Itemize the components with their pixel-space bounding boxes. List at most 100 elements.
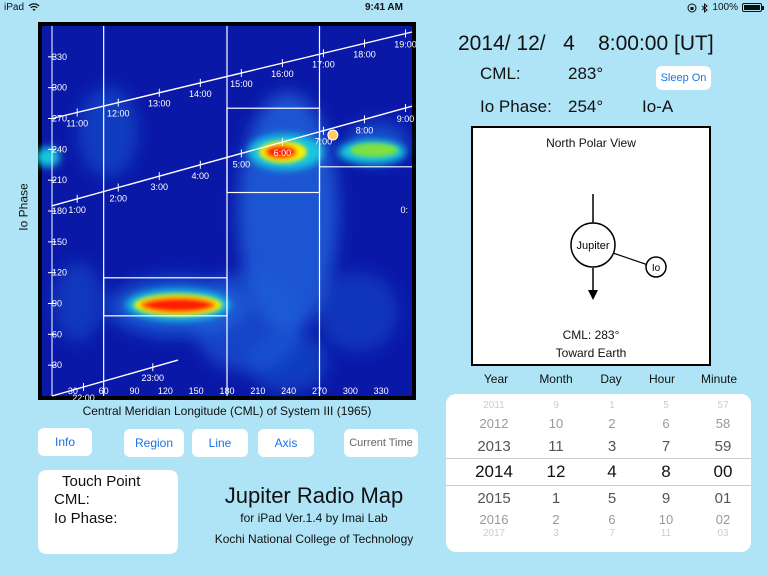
io-phase-value: 254° [568, 97, 604, 116]
picker-value[interactable]: 2017 [482, 528, 506, 539]
time-track-label: 13:00 [148, 99, 171, 109]
axis-button[interactable]: Axis [258, 429, 314, 457]
picker-value[interactable]: 12 [546, 462, 566, 481]
polar-diagram: Jupiter Io [570, 194, 667, 300]
info-button[interactable]: Info [38, 428, 92, 456]
io-label: Io [652, 263, 661, 274]
picker-value[interactable]: 2013 [477, 438, 511, 455]
map-y-tick-label: 210 [52, 175, 67, 185]
device-name: iPad [4, 2, 25, 13]
map-y-tick-label: 330 [52, 52, 67, 62]
map-y-tick-label: 90 [52, 299, 62, 309]
io-phase-label: Io Phase: [480, 97, 552, 116]
line-button[interactable]: Line [192, 429, 248, 457]
picker-value[interactable]: 02 [715, 512, 731, 527]
picker-value[interactable]: 6 [662, 416, 670, 431]
picker-value[interactable]: 3 [553, 528, 559, 539]
picker-value[interactable]: 2015 [477, 490, 511, 507]
picker-value[interactable]: 10 [548, 416, 564, 431]
map-y-tick-label: 150 [52, 237, 67, 247]
picker-value[interactable]: 9 [661, 490, 671, 507]
picker-value[interactable]: 59 [714, 438, 732, 455]
map-x-tick-label: 120 [158, 386, 173, 396]
time-track-label: 4:00 [192, 171, 210, 181]
time-track-label: 22:00 [72, 393, 95, 400]
app-lab: Kochi National College of Technology [214, 532, 414, 546]
time-track-label: 17:00 [312, 59, 335, 69]
status-time: 9:41 AM [365, 2, 403, 13]
region-button[interactable]: Region [124, 429, 184, 457]
region-box-io-b [103, 277, 228, 317]
touch-cml-label: CML: [54, 491, 90, 508]
picker-value[interactable]: 6 [608, 512, 616, 527]
app-version: for iPad Ver.1.4 by Imai Lab [240, 511, 388, 525]
sleep-button[interactable]: Sleep On [656, 66, 711, 90]
picker-value[interactable]: 03 [717, 528, 729, 539]
io-source: Io-A [642, 97, 674, 116]
app-title: Jupiter Radio Map [224, 483, 404, 508]
north-polar-view: North Polar View Jupiter Io CML: 283° To… [471, 126, 711, 366]
cml-label: CML: [480, 64, 521, 83]
time-track-label: 11:00 [66, 118, 88, 128]
picker-value[interactable]: 10 [658, 512, 674, 527]
map-x-tick-label: 30 [68, 386, 78, 396]
map-y-tick-label: 240 [52, 144, 67, 154]
picker-value[interactable]: 2016 [479, 512, 509, 527]
picker-value[interactable]: 58 [715, 416, 731, 431]
datetime-display: 2014/ 12/ 4 8:00:00 [UT] [458, 32, 714, 55]
picker-value[interactable]: 2 [552, 512, 560, 527]
time-track-label: 1:00 [68, 205, 86, 215]
picker-value[interactable]: 7 [609, 528, 615, 539]
time-track-lower [51, 359, 179, 397]
time-track-label: 12:00 [107, 109, 130, 119]
map-x-tick-label: 210 [250, 386, 265, 396]
status-left: iPad [4, 2, 40, 13]
picker-value[interactable]: 01 [714, 490, 732, 507]
picker-value[interactable]: 1 [551, 490, 561, 507]
picker-value[interactable]: 7 [661, 438, 671, 455]
map-y-tick-label: 180 [52, 206, 67, 216]
picker-value[interactable]: 00 [713, 462, 733, 481]
touch-point-panel: Touch Point CML: Io Phase: [38, 470, 178, 554]
picker-value[interactable]: 2011 [483, 400, 505, 411]
picker-value[interactable]: 9 [553, 400, 559, 411]
time-track-label: 19:00 [394, 40, 416, 50]
radio-map[interactable]: 330 300 270 240 210 180 150 120 90 60 30 30 60 90 120 1… [38, 22, 416, 400]
map-y-tick-label: 30 [52, 360, 62, 370]
picker-value[interactable]: 5 [663, 400, 669, 411]
picker-value[interactable]: 11 [660, 528, 672, 539]
picker-value[interactable]: 4 [607, 462, 617, 481]
picker-value[interactable]: 11 [548, 438, 564, 455]
time-track-label: 6:00 [274, 148, 292, 158]
date-time-picker[interactable]: 2011 2012 2013 2014 2015 2016 2017 9 10 11 12 1 2 3 1 2… [446, 394, 751, 552]
picker-value[interactable]: 5 [607, 490, 617, 507]
time-track-label: 5:00 [233, 159, 251, 169]
touch-point-title: Touch Point [62, 473, 141, 490]
jupiter-circle [570, 222, 616, 268]
polar-title: North Polar View [546, 136, 636, 150]
map-y-tick-label: 120 [52, 268, 67, 278]
map-x-tick-label: 150 [189, 386, 204, 396]
time-track-label: 14:00 [189, 89, 212, 99]
map-y-tick-label: 270 [52, 114, 67, 124]
time-track-label: 15:00 [230, 79, 253, 89]
current-position-marker [327, 129, 339, 141]
bluetooth-icon [702, 2, 709, 13]
picker-value[interactable]: 2 [608, 416, 616, 431]
picker-value[interactable]: 3 [607, 438, 617, 455]
picker-value[interactable]: 2014 [475, 462, 513, 481]
io-circle [645, 256, 667, 278]
picker-header-day: Day [600, 372, 622, 386]
map-y-axis-label: Io Phase [16, 183, 31, 231]
picker-value[interactable]: 8 [661, 462, 671, 481]
picker-value[interactable]: 57 [717, 400, 729, 411]
time-track-label: 23:00 [142, 373, 165, 383]
map-x-axis-label: Central Meridian Longitude (CML) of Syst… [82, 404, 372, 418]
status-bar: iPad 9:41 AM 100% [0, 0, 768, 16]
time-track-label: 18:00 [353, 49, 376, 59]
picker-value[interactable]: 1 [609, 400, 615, 411]
current-time-button[interactable]: Current Time [344, 429, 418, 457]
picker-value[interactable]: 2012 [479, 416, 509, 431]
battery-percent: 100% [712, 2, 738, 13]
